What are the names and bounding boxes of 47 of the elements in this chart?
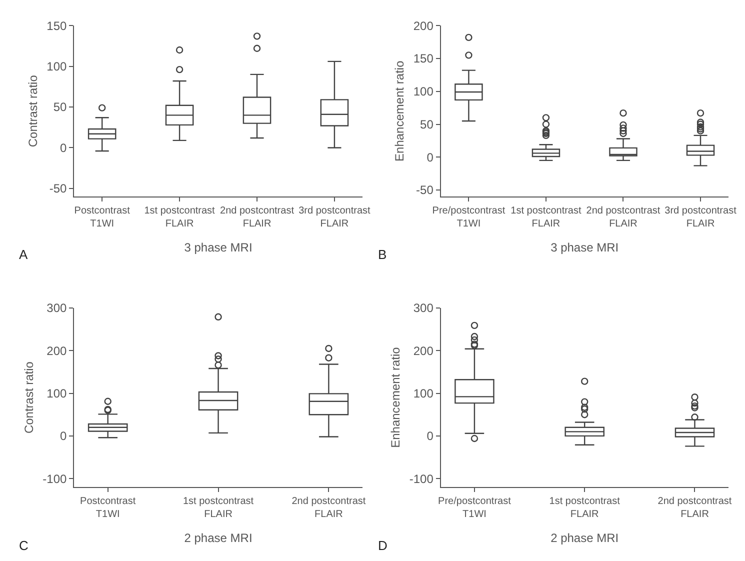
x-tick-label: 1st postcontrast FLAIR (510, 206, 582, 230)
y-tick-label: 100 (46, 59, 68, 74)
y-tick-label: -50 (49, 182, 68, 196)
y-tick-label: 0 (426, 150, 434, 164)
x-tick-label: 3rd postcontrast FLAIR (664, 206, 737, 230)
text: B (378, 247, 387, 262)
x-tick-label: Postcontrast T1WI (74, 206, 130, 230)
y-axis-title: Enhancement ratio (388, 346, 403, 448)
y-tick-label: 0 (426, 429, 434, 444)
x-axis-title: 2 phase MRI (550, 531, 619, 546)
x-tick-label: 1st postcontrast FLAIR (549, 496, 620, 520)
x-tick-label: 2nd postcontrast FLAIR (586, 206, 660, 230)
text: D (378, 538, 388, 553)
y-tick-label: 200 (413, 18, 434, 33)
x-tick-label: 2nd postcontrast FLAIR (292, 496, 366, 520)
y-tick-label: -100 (42, 472, 68, 486)
y-tick-label: -50 (416, 183, 434, 198)
y-tick-label: 100 (413, 84, 434, 99)
y-tick-label: 300 (46, 301, 68, 316)
y-tick-label: -100 (409, 472, 434, 486)
text: C (19, 538, 28, 553)
y-tick-label: 150 (413, 52, 434, 66)
x-tick-label: 1st postcontrast FLAIR (182, 496, 254, 520)
x-axis-title: 2 phase MRI (184, 531, 252, 546)
x-axis-title: 3 phase MRI (184, 240, 252, 255)
y-tick-label: 100 (46, 386, 68, 400)
x-tick-label: 3rd postcontrast FLAIR (298, 206, 371, 230)
x-tick-label: 1st postcontrast FLAIR (144, 206, 216, 230)
y-axis-title: Contrast ratio (26, 74, 40, 148)
y-axis-title: Enhancement ratio (392, 60, 407, 162)
y-tick-label: 50 (420, 117, 434, 132)
y-tick-label: 200 (46, 344, 68, 358)
text: A (19, 247, 28, 262)
x-tick-label: Postcontrast T1WI (80, 496, 136, 520)
y-tick-label: 150 (46, 18, 68, 33)
x-tick-label: Pre/postcontrast T1WI (432, 206, 506, 230)
y-tick-label: 300 (413, 301, 434, 316)
y-tick-label: 100 (413, 386, 434, 400)
x-tick-label: 2nd postcontrast FLAIR (220, 206, 294, 230)
x-tick-label: 2nd postcontrast FLAIR (658, 496, 732, 520)
y-tick-label: 50 (53, 100, 68, 114)
y-tick-label: 0 (60, 429, 68, 444)
x-tick-label: Pre/postcontrast T1WI (438, 496, 512, 520)
y-tick-label: 200 (413, 344, 434, 358)
y-tick-label: 0 (60, 140, 68, 155)
y-axis-title: Contrast ratio (22, 361, 36, 434)
x-axis-title: 3 phase MRI (550, 240, 619, 255)
